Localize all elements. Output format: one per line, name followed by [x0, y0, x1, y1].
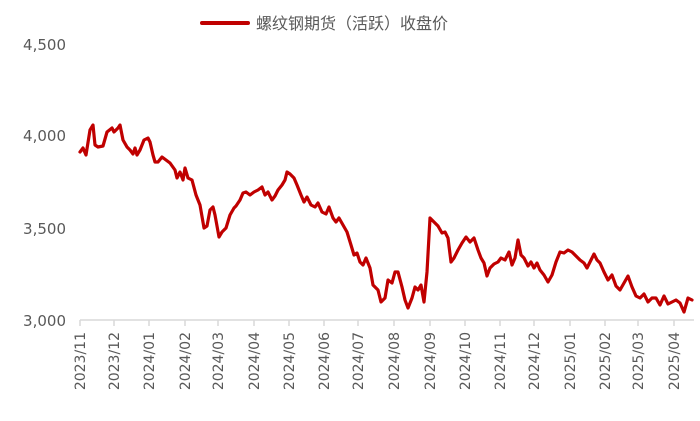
x-tick-label: 2024/02: [178, 332, 194, 390]
x-tick-label: 2023/12: [107, 332, 123, 390]
x-tick-label: 2025/04: [667, 332, 683, 390]
x-tick-label: 2024/05: [282, 332, 298, 390]
x-tick-label: 2024/11: [493, 332, 509, 390]
y-axis: 4,500 4,000 3,500 3,000: [23, 36, 66, 330]
x-tick-label: 2024/12: [527, 332, 543, 390]
x-tick-label: 2024/03: [211, 332, 227, 390]
legend-label: 螺纹钢期货（活跃）收盘价: [256, 14, 448, 33]
x-tick-label: 2024/04: [247, 332, 263, 390]
legend: 螺纹钢期货（活跃）收盘价: [200, 14, 448, 33]
x-tick-label: 2024/09: [423, 332, 439, 390]
x-tick-label: 2024/10: [458, 332, 474, 390]
y-tick-label: 4,500: [23, 36, 66, 54]
x-tick-label: 2025/02: [598, 332, 614, 390]
series-line-rebar-close-price: [78, 123, 694, 314]
y-tick-label: 3,000: [23, 312, 66, 330]
x-tick-label: 2024/07: [351, 332, 367, 390]
x-tick-label: 2024/08: [387, 332, 403, 390]
x-tick-label: 2025/03: [631, 332, 647, 390]
y-tick-label: 4,000: [23, 127, 66, 145]
x-tick-label: 2024/06: [317, 332, 333, 390]
x-tick-label: 2024/01: [142, 332, 158, 390]
x-tick-label: 2025/01: [563, 332, 579, 390]
y-tick-label: 3,500: [23, 220, 66, 238]
x-tick-label: 2023/11: [73, 332, 89, 390]
x-axis: 2023/11 2023/12 2024/01 2024/02 2024/03 2024/…: [73, 319, 694, 390]
